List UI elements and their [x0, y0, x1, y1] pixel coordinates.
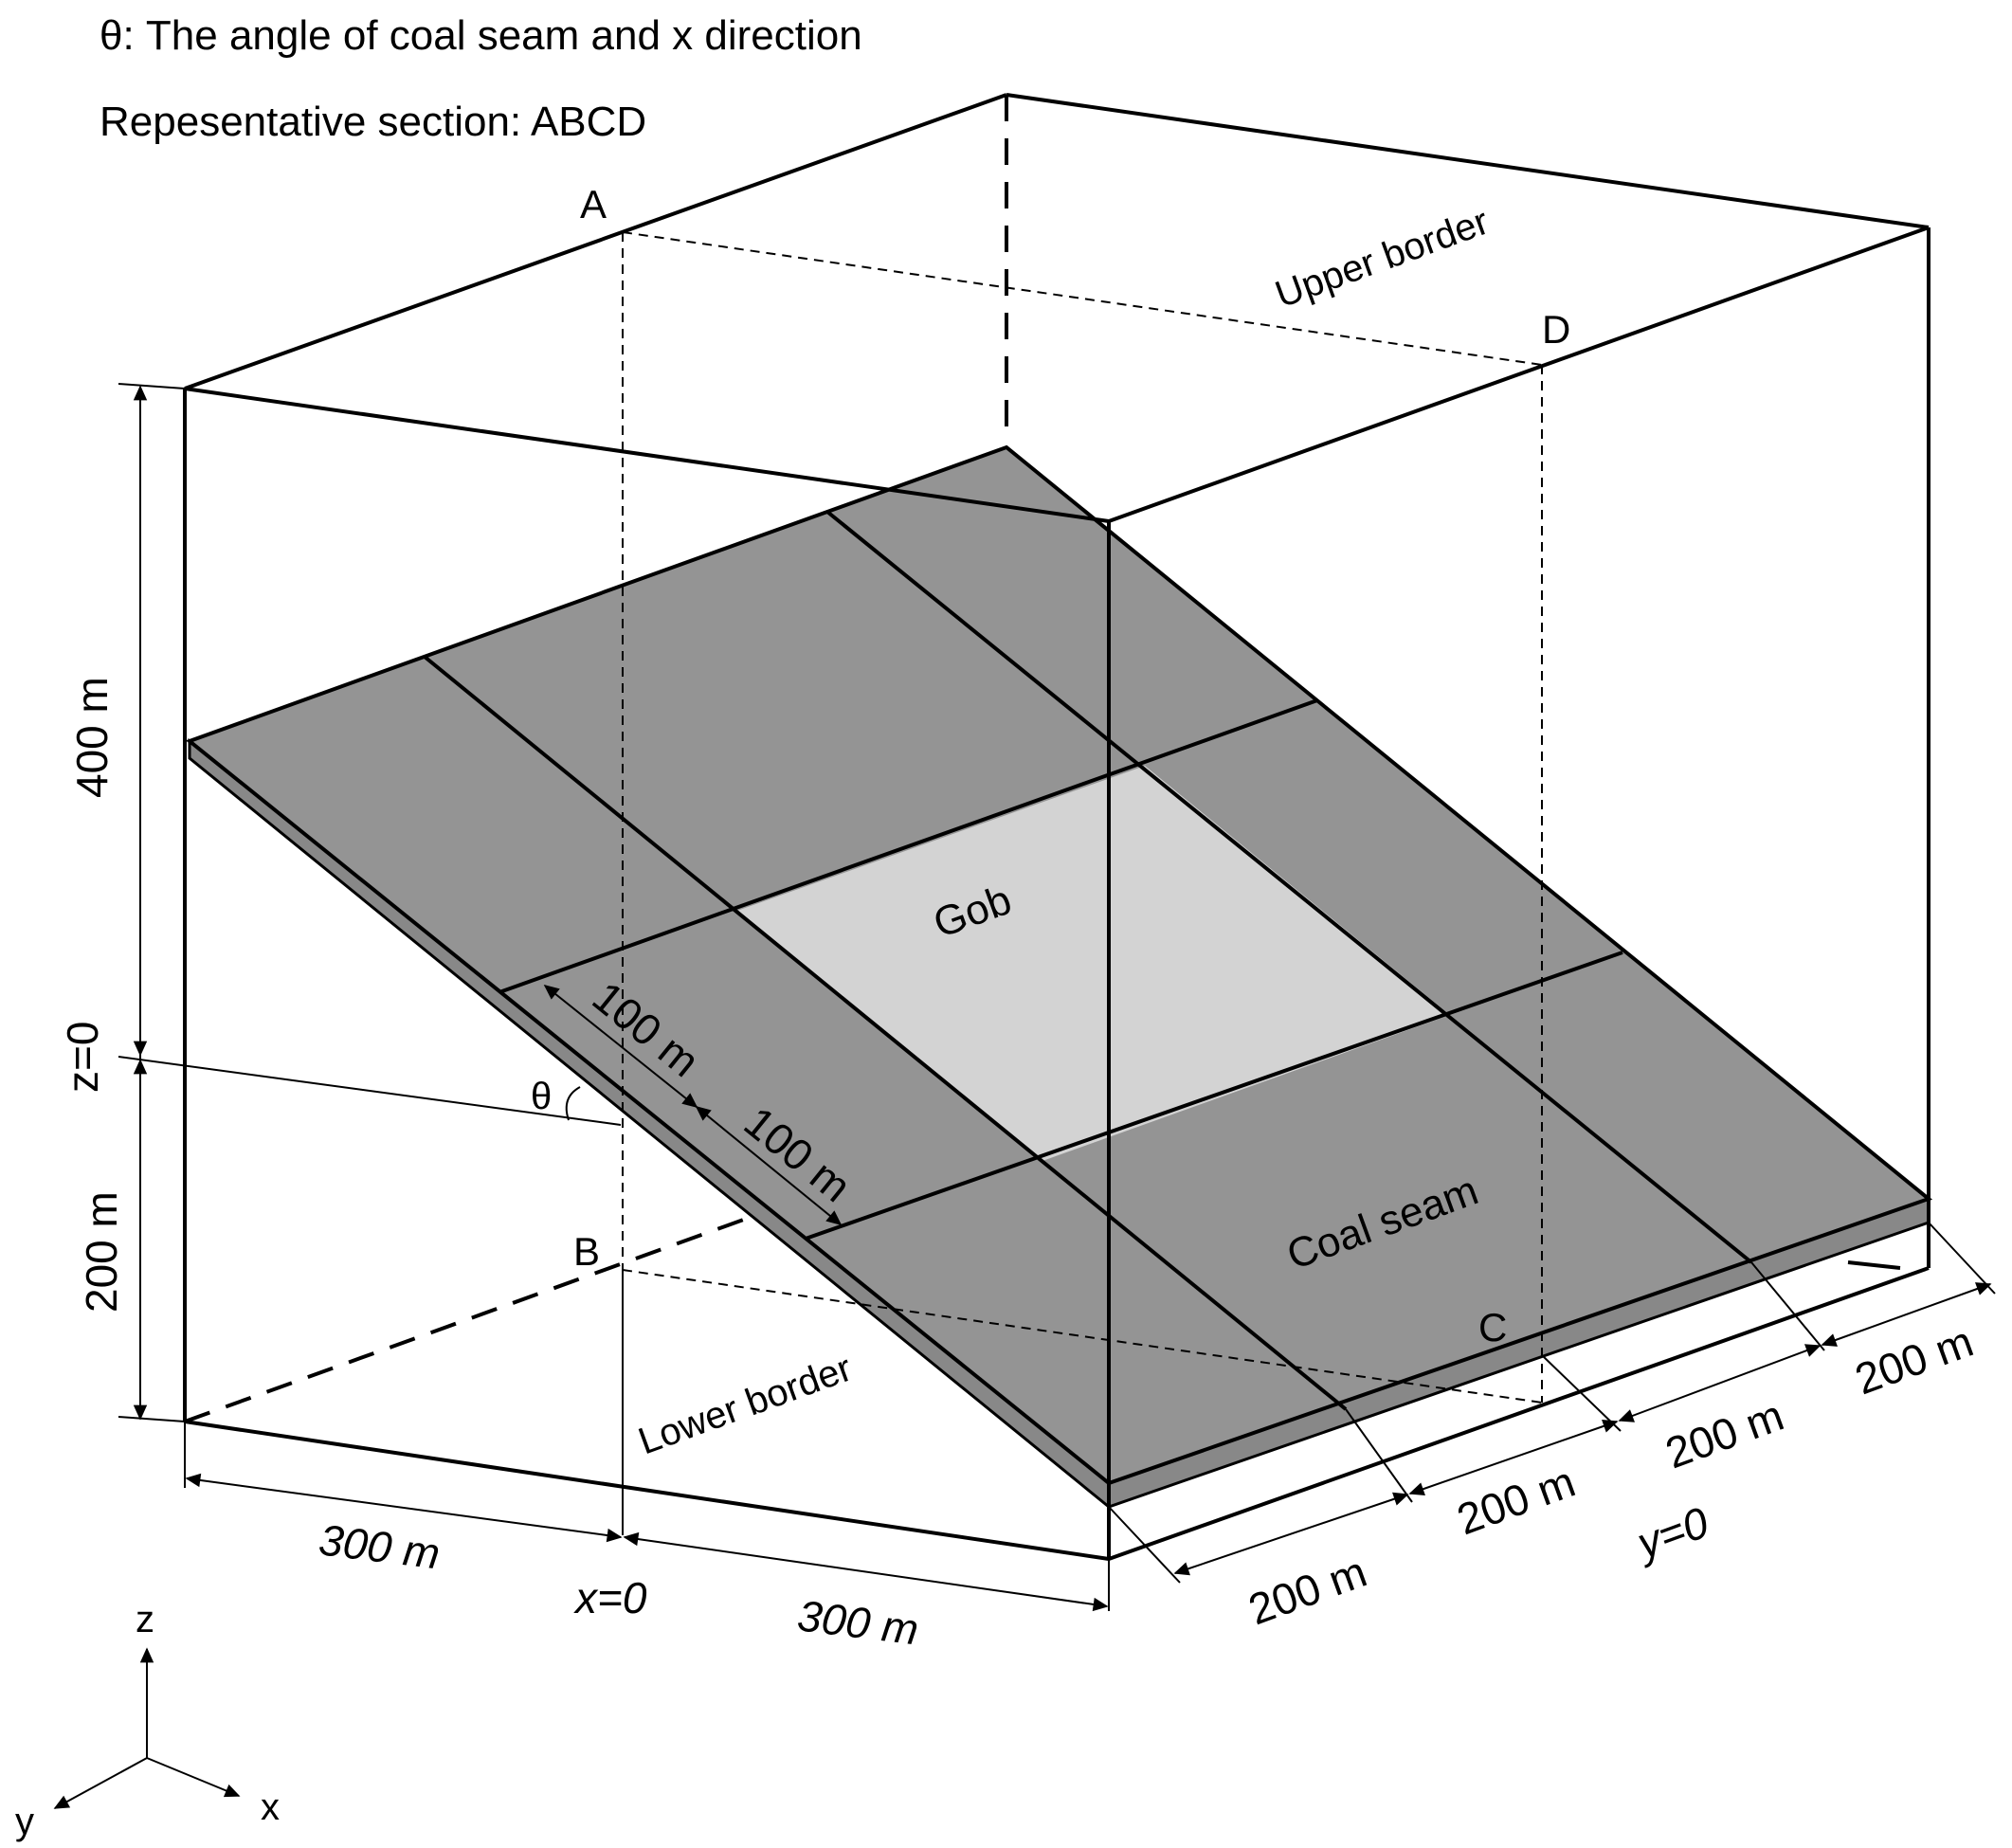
ext-y-1 — [1108, 1506, 1181, 1584]
seam-dimensions — [543, 985, 843, 1226]
y-200-label-3: 200 m — [1659, 1390, 1790, 1478]
lower-border-label: Lower border — [633, 1348, 858, 1463]
x-axis-label: x — [261, 1786, 280, 1828]
dim-y-3 — [1618, 1344, 1822, 1422]
hidden-bottom-back — [1847, 1260, 1901, 1270]
theta-arc — [565, 1086, 581, 1121]
panel-line-strike-2 — [805, 951, 1623, 1241]
height-200-label: 200 m — [77, 1191, 126, 1313]
point-a-label: A — [580, 182, 607, 226]
ext-bottom — [118, 1416, 186, 1422]
panel-lines — [423, 510, 1753, 1411]
dim-y-1 — [1173, 1492, 1409, 1576]
ext-y-2 — [1345, 1408, 1413, 1503]
y-dimensions — [1108, 1222, 1996, 1584]
box-top-back — [1006, 93, 1930, 229]
y-200-label-1: 200 m — [1242, 1547, 1373, 1635]
theta-label: θ — [531, 1076, 552, 1117]
box-top-front — [184, 387, 1110, 523]
x0-label: x=0 — [573, 1573, 647, 1622]
panel-line-strike-1 — [498, 698, 1318, 994]
height-400-label: 400 m — [67, 677, 117, 798]
section-abcd — [622, 231, 1543, 1404]
y-200-label-4: 200 m — [1849, 1316, 1980, 1404]
x-axis-arrow — [146, 1757, 241, 1798]
box-top-right — [1108, 226, 1930, 523]
dim-x-right — [623, 1531, 1109, 1612]
hidden-edges — [184, 95, 1008, 1423]
section-edge-ad — [622, 231, 1543, 366]
panel-line-dip-1 — [423, 655, 1348, 1411]
point-b-label: B — [573, 1229, 600, 1274]
height-dimensions — [118, 383, 622, 1422]
dim-y-2 — [1408, 1419, 1619, 1496]
coal-seam-slab — [185, 444, 1933, 1511]
gob-region — [734, 766, 1450, 1161]
ext-z0 — [118, 1056, 622, 1126]
theta-definition: θ: The angle of coal seam and x directio… — [100, 12, 862, 59]
y-axis-arrow — [53, 1757, 148, 1809]
ext-y-5 — [1928, 1222, 1996, 1295]
ext-y-3 — [1541, 1354, 1622, 1432]
coordinate-axes — [53, 1647, 241, 1809]
dim-seam-1 — [543, 985, 698, 1108]
box-top-front-left — [184, 93, 1007, 390]
y0-label: y=0 — [1628, 1497, 1715, 1569]
z0-label: z=0 — [58, 1022, 107, 1093]
model-box — [183, 93, 1930, 1561]
ext-y-4 — [1750, 1261, 1825, 1351]
x-right-300-label: 300 m — [795, 1590, 921, 1654]
panel-line-dip-2 — [825, 510, 1753, 1264]
x-left-300-label: 300 m — [317, 1514, 443, 1578]
section-definition: Repesentative section: ABCD — [100, 99, 646, 145]
dim-y-4 — [1821, 1282, 1992, 1347]
dim-x-left — [185, 1473, 623, 1543]
upper-border-label: Upper border — [1270, 201, 1495, 317]
dim-seam-2 — [695, 1105, 843, 1226]
y-200-label-2: 200 m — [1451, 1457, 1582, 1545]
hidden-bottom-left — [184, 1216, 750, 1423]
point-d-label: D — [1542, 307, 1570, 352]
point-c-label: C — [1478, 1305, 1507, 1350]
y-axis-label: y — [15, 1801, 34, 1842]
section-edge-bc — [622, 1269, 1543, 1404]
ext-top — [118, 383, 186, 390]
x-dimensions — [184, 1422, 1110, 1612]
z-axis-label: z — [136, 1599, 154, 1640]
